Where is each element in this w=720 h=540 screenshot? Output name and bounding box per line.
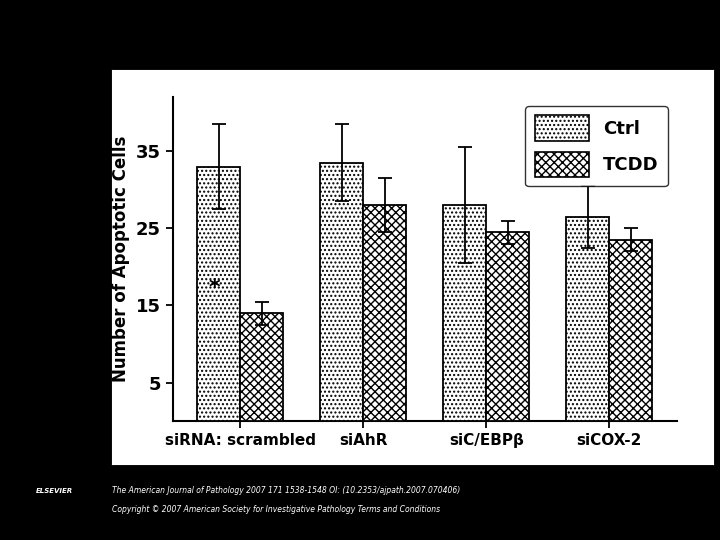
Bar xyxy=(444,205,486,421)
Bar xyxy=(609,240,652,421)
Legend: Ctrl, TCDD: Ctrl, TCDD xyxy=(526,106,667,186)
Bar xyxy=(197,167,240,421)
Text: The American Journal of Pathology 2007 171 1538-1548 OI: (10.2353/ajpath.2007.07: The American Journal of Pathology 2007 1… xyxy=(112,486,460,495)
Bar xyxy=(240,313,284,421)
Bar xyxy=(320,163,364,421)
Bar xyxy=(486,232,529,421)
Bar xyxy=(364,205,406,421)
Text: Copyright © 2007 American Society for Investigative Pathology Terms and Conditio: Copyright © 2007 American Society for In… xyxy=(112,505,440,514)
Y-axis label: Number of Apoptotic Cells: Number of Apoptotic Cells xyxy=(112,136,130,382)
Text: *: * xyxy=(209,278,220,298)
Text: Figure 2: Figure 2 xyxy=(329,19,391,34)
Text: ELSEVIER: ELSEVIER xyxy=(35,488,73,495)
Bar xyxy=(566,217,609,421)
